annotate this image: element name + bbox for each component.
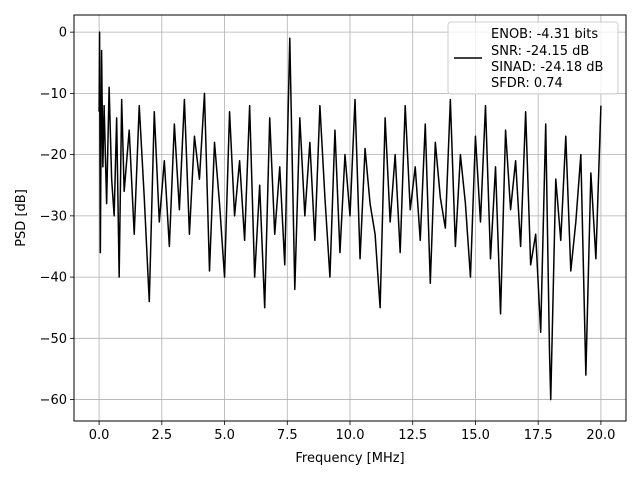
y-tick-label: −30 <box>40 209 67 224</box>
x-tick-label: 20.0 <box>586 428 615 443</box>
y-tick-label: −20 <box>40 148 67 163</box>
x-tick-label: 0.0 <box>89 428 110 443</box>
y-tick-label: 0 <box>59 26 67 41</box>
y-tick-label: −50 <box>40 332 67 347</box>
psd-series-line <box>98 31 602 401</box>
legend-snr: SNR: -24.15 dB <box>491 44 589 59</box>
x-tick-label: 17.5 <box>524 428 553 443</box>
legend-sfdr: SFDR: 0.74 <box>491 76 563 91</box>
legend-box <box>447 21 619 95</box>
x-tick-label: 7.5 <box>277 428 298 443</box>
y-tick-label: −60 <box>40 393 67 408</box>
x-tick-label: 10.0 <box>336 428 365 443</box>
x-axis-ticks: 0.0 2.5 5.0 7.5 10.0 12.5 15.0 17.5 20.0 <box>89 421 615 443</box>
legend-sinad: SINAD: -24.18 dB <box>491 60 603 75</box>
y-tick-label: −10 <box>40 87 67 102</box>
x-tick-label: 12.5 <box>398 428 427 443</box>
x-tick-label: 15.0 <box>461 428 490 443</box>
y-axis-label: PSD [dB] <box>14 189 29 247</box>
x-axis-label: Frequency [MHz] <box>295 451 404 466</box>
series-layer <box>98 31 602 401</box>
x-tick-label: 5.0 <box>214 428 235 443</box>
legend: ENOB: -4.31 bits SNR: -24.15 dB SINAD: -… <box>447 21 619 95</box>
legend-enob: ENOB: -4.31 bits <box>491 27 598 42</box>
y-tick-label: −40 <box>40 271 67 286</box>
y-axis-ticks: 0 −10 −20 −30 −40 −50 −60 <box>40 26 74 408</box>
x-tick-label: 2.5 <box>151 428 172 443</box>
